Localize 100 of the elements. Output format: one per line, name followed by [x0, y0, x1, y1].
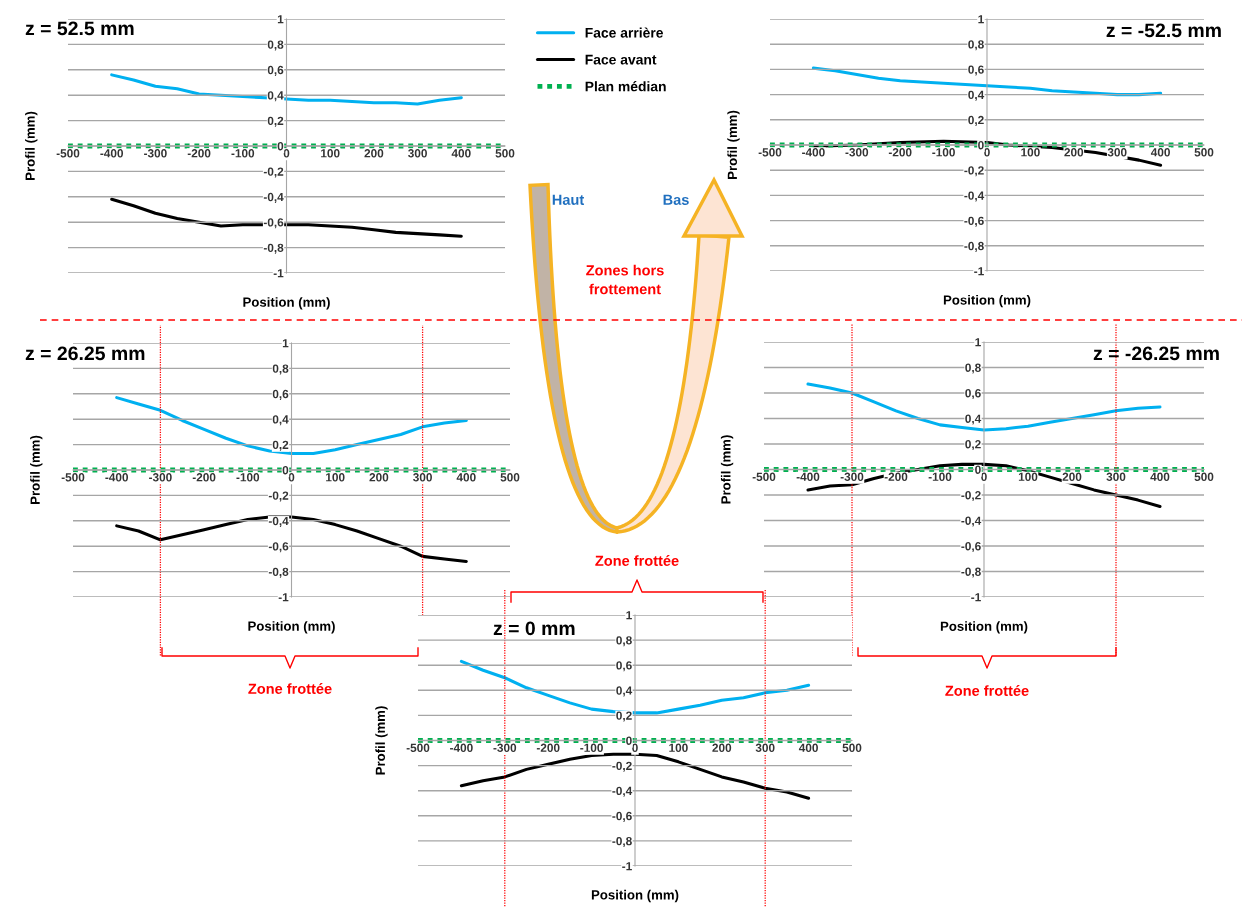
y-tick-label: -0,2	[268, 491, 289, 502]
y-tick-label: 0,6	[267, 65, 284, 76]
x-axis-title: Position (mm)	[248, 621, 335, 634]
y-tick-label: 0,6	[616, 661, 632, 672]
x-axis-title: Position (mm)	[243, 297, 330, 310]
y-tick-label: -0,4	[961, 516, 982, 527]
y-tick-label: 0,4	[968, 90, 985, 101]
x-tick-label: -300	[845, 148, 869, 157]
y-tick-label: 0,4	[965, 414, 982, 425]
y-tick-label: -0,2	[263, 167, 284, 178]
y-tick-label: -0,6	[961, 542, 981, 553]
x-tick-label: 400	[1150, 148, 1170, 157]
legend-label: Face avant	[585, 54, 657, 65]
y-axis-title: Profil (mm)	[727, 110, 740, 179]
x-axis-title: Position (mm)	[940, 621, 1028, 634]
y-tick-label: 1	[626, 611, 632, 620]
x-tick-label: -200	[187, 149, 211, 158]
x-tick-label: 200	[712, 743, 732, 752]
y-tick-label: 1	[978, 15, 984, 24]
x-tick-label: -400	[100, 149, 124, 158]
y-tick-label: 0,4	[267, 91, 284, 102]
x-tick-label: -400	[802, 148, 825, 157]
x-tick-label: 200	[1062, 472, 1082, 481]
x-tick-label: 300	[1106, 472, 1126, 481]
x-tick-label: -100	[932, 148, 955, 157]
y-tick-label: -0,4	[612, 786, 633, 797]
x-tick-label: 300	[755, 743, 775, 752]
text: Bas	[663, 194, 689, 205]
text: Zone frottée	[248, 683, 332, 694]
x-axis-title: Position (mm)	[943, 294, 1031, 308]
y-tick-label: -0,8	[961, 567, 981, 578]
x-tick-label: 400	[451, 149, 471, 158]
x-tick-label: -100	[928, 472, 952, 481]
x-tick-label: 100	[326, 473, 345, 482]
x-tick-label: -200	[192, 473, 216, 482]
line-series	[806, 382, 1162, 432]
x-tick-label: -100	[580, 743, 603, 752]
chart-title: z = 26.25 mm	[25, 346, 145, 361]
x-tick-label: -200	[888, 148, 912, 157]
chart-title: z = -26.25 mm	[1093, 346, 1219, 361]
y-axis-title: Profil (mm)	[375, 706, 388, 775]
y-tick-label: 0,4	[616, 686, 633, 697]
y-tick-label: -0,8	[964, 241, 984, 252]
y-tick-label: 0,8	[616, 636, 632, 647]
y-tick-label: -0,2	[964, 166, 984, 177]
legend-label: Face arrière	[585, 27, 664, 38]
x-tick-label: 500	[1194, 148, 1214, 157]
x-tick-label: 200	[369, 473, 389, 482]
x-tick-label: 200	[364, 149, 384, 158]
x-tick-label: -500	[61, 473, 85, 482]
y-tick-label: -0,8	[612, 836, 632, 848]
y-axis-title: Profil (mm)	[25, 111, 38, 180]
chart-title: z = 0 mm	[493, 621, 575, 636]
x-tick-label: -300	[149, 473, 172, 482]
y-tick-label: 0	[282, 466, 289, 475]
x-tick-label: 0	[288, 473, 295, 482]
text: Zones hors frottement	[586, 264, 664, 295]
chart-title: z = -52.5 mm	[1106, 23, 1221, 38]
y-tick-label: 0,8	[965, 363, 981, 374]
y-tick-label: 0,6	[965, 389, 981, 400]
y-tick-label: -0,4	[263, 192, 284, 203]
y-tick-label: 0,8	[272, 364, 289, 375]
x-tick-label: 500	[500, 473, 520, 482]
x-tick-label: -200	[536, 743, 560, 752]
text: Zone frottée	[945, 685, 1029, 696]
y-tick-label: 0,2	[616, 711, 632, 722]
x-tick-label: -500	[758, 148, 782, 157]
y-tick-label: 1	[277, 15, 284, 24]
line-series	[115, 515, 468, 563]
x-tick-label: -300	[493, 743, 517, 752]
x-tick-label: -400	[796, 472, 820, 481]
y-axis-title: Profil (mm)	[720, 435, 734, 504]
y-tick-label: 0,4	[272, 415, 289, 426]
y-tick-label: 0,2	[272, 440, 289, 451]
text: Zone frottée	[595, 555, 679, 566]
x-tick-label: 500	[842, 743, 862, 752]
x-tick-label: -100	[236, 473, 260, 482]
y-tick-label: 0	[978, 141, 984, 150]
y-tick-label: 0,6	[968, 65, 984, 76]
y-tick-label: 0	[975, 465, 981, 474]
y-tick-label: -0,4	[964, 191, 985, 202]
x-tick-label: 300	[408, 149, 427, 158]
y-tick-label: 0,2	[267, 116, 284, 127]
x-tick-label: -500	[406, 743, 430, 752]
x-tick-label: -400	[450, 743, 473, 752]
x-tick-label: 200	[1064, 148, 1084, 157]
y-tick-label: 0,8	[267, 40, 284, 51]
legend-label: Plan médian	[585, 81, 666, 92]
y-tick-label: -0,4	[268, 516, 289, 527]
x-tick-label: -400	[105, 473, 129, 482]
x-tick-label: 500	[1194, 472, 1214, 481]
y-axis-title: Profil (mm)	[30, 435, 43, 504]
y-tick-label: -0,6	[612, 811, 632, 822]
y-tick-label: 0	[626, 736, 632, 745]
y-tick-label: -0,2	[961, 491, 981, 502]
text: Haut	[552, 194, 585, 205]
y-tick-label: 0,8	[968, 40, 984, 51]
x-tick-label: 100	[1021, 148, 1040, 157]
y-tick-label: -0,6	[268, 542, 289, 553]
x-tick-label: 400	[798, 743, 818, 752]
